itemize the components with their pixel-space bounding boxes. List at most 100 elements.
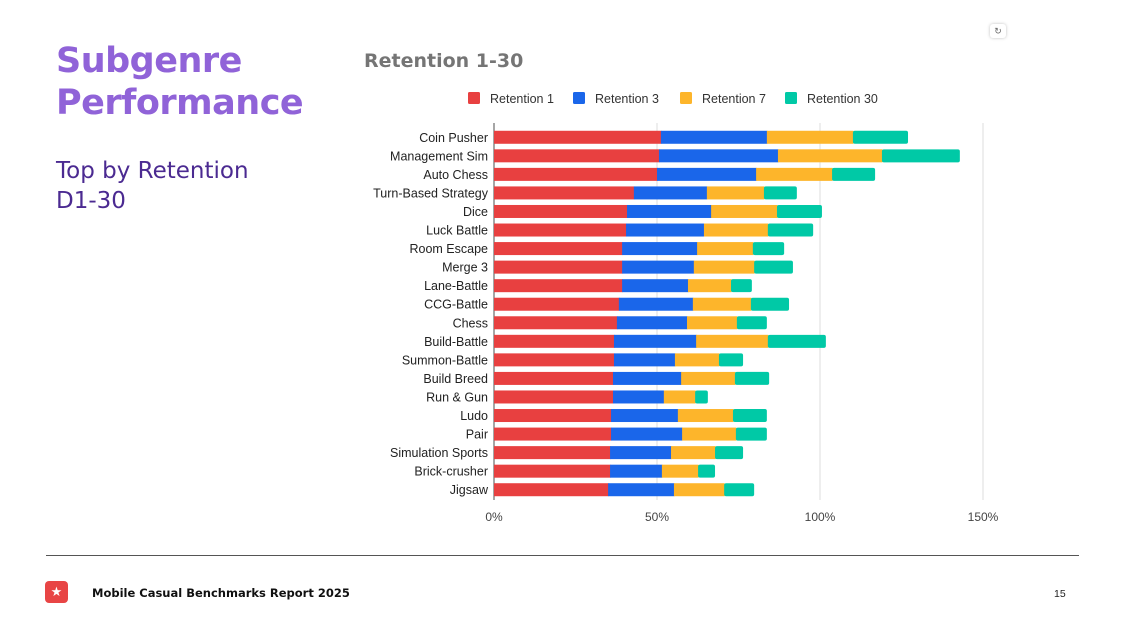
category-label: Room Escape <box>409 242 488 256</box>
category-label: Luck Battle <box>426 224 488 238</box>
category-label: Jigsaw <box>450 483 489 497</box>
bar-segment <box>671 446 716 460</box>
category-label: Build-Battle <box>424 335 488 349</box>
bar-segment <box>494 390 614 404</box>
bar-segment <box>852 130 909 144</box>
bar-segment <box>494 353 615 367</box>
bar-segment <box>622 279 689 293</box>
chart-title: Retention 1-30 <box>364 50 523 72</box>
bar-segment <box>767 334 826 348</box>
bar-segment <box>756 167 833 181</box>
bar-segment <box>610 464 663 478</box>
category-label: Chess <box>453 316 488 330</box>
legend-swatch <box>573 92 585 104</box>
bar-segment <box>736 316 767 330</box>
bar-segment <box>673 483 725 497</box>
slide-title: Subgenre Performance <box>56 40 304 124</box>
bar-segment <box>611 409 679 423</box>
bar-segment <box>692 297 752 311</box>
bar-segment <box>626 223 705 237</box>
chart-bars <box>494 130 960 497</box>
bar-segment <box>681 371 736 385</box>
category-label: Brick-crusher <box>414 465 488 479</box>
bar-segment <box>734 371 770 385</box>
bar-segment <box>767 223 814 237</box>
bar-segment <box>703 223 769 237</box>
bar-segment <box>663 390 696 404</box>
slide-title-line-2: Performance <box>56 83 304 123</box>
bar-segment <box>494 130 662 144</box>
bar-segment <box>494 149 660 163</box>
bar-segment <box>752 242 785 256</box>
refresh-icon: ↻ <box>994 25 1002 36</box>
bar-segment <box>618 297 694 311</box>
x-tick-label: 50% <box>645 510 669 524</box>
category-label: Lane-Battle <box>424 279 488 293</box>
bar-segment <box>687 279 732 293</box>
legend-label: Retention 7 <box>702 92 766 106</box>
slide-subtitle-line-2: D1-30 <box>56 188 126 214</box>
category-label: CCG-Battle <box>424 298 488 312</box>
bar-segment <box>627 204 712 218</box>
bar-segment <box>763 186 797 200</box>
bar-segment <box>682 427 737 441</box>
category-label: Merge 3 <box>442 261 488 275</box>
legend-swatch <box>468 92 480 104</box>
bar-segment <box>612 390 665 404</box>
bar-segment <box>766 130 854 144</box>
legend-swatch <box>785 92 797 104</box>
bar-segment <box>686 316 738 330</box>
category-label: Dice <box>463 205 488 219</box>
bar-segment <box>494 334 615 348</box>
category-label: Simulation Sports <box>390 446 488 460</box>
bar-segment <box>706 186 765 200</box>
x-tick-label: 0% <box>485 510 503 524</box>
bar-segment <box>658 149 779 163</box>
bar-segment <box>718 353 744 367</box>
bar-segment <box>750 297 790 311</box>
bar-segment <box>776 204 822 218</box>
category-label: Auto Chess <box>423 168 488 182</box>
bar-segment <box>735 427 767 441</box>
slide-subtitle-line-1: Top by Retention <box>56 158 249 184</box>
bar-segment <box>494 371 614 385</box>
bar-segment <box>494 316 618 330</box>
retention-chart: Retention 1-30 Retention 1 Retention 3 Ret… <box>364 50 999 524</box>
brand-logo: ★ <box>45 581 68 603</box>
legend-label: Retention 30 <box>807 92 878 106</box>
bar-segment <box>494 186 635 200</box>
category-label: Run & Gun <box>426 390 488 404</box>
category-label: Management Sim <box>390 149 488 163</box>
x-tick-label: 150% <box>968 510 999 524</box>
bar-segment <box>881 149 960 163</box>
page-number: 15 <box>1054 588 1066 600</box>
bar-segment <box>613 353 676 367</box>
bar-segment <box>715 446 744 460</box>
bar-segment <box>494 242 623 256</box>
bar-segment <box>494 409 612 423</box>
bar-segment <box>657 167 757 181</box>
refresh-button[interactable]: ↻ <box>990 24 1006 38</box>
legend-label: Retention 3 <box>595 92 659 106</box>
bar-segment <box>633 186 708 200</box>
bar-segment <box>608 483 675 497</box>
x-tick-label: 100% <box>805 510 836 524</box>
footer-divider <box>46 555 1079 556</box>
bar-segment <box>494 464 611 478</box>
bar-segment <box>622 260 695 274</box>
bar-segment <box>611 427 683 441</box>
bar-segment <box>494 223 627 237</box>
slide-title-line-1: Subgenre <box>56 41 242 81</box>
bar-segment <box>777 149 883 163</box>
legend-swatch <box>680 92 692 104</box>
bar-segment <box>622 242 698 256</box>
bar-segment <box>610 446 672 460</box>
bar-segment <box>660 130 768 144</box>
category-label: Coin Pusher <box>419 131 488 145</box>
bar-segment <box>696 334 769 348</box>
bar-segment <box>494 204 628 218</box>
bar-segment <box>693 260 755 274</box>
bar-segment <box>494 167 658 181</box>
star-icon: ★ <box>50 584 63 599</box>
chart-legend: Retention 1 Retention 3 Retention 7 Retenti… <box>468 92 878 106</box>
